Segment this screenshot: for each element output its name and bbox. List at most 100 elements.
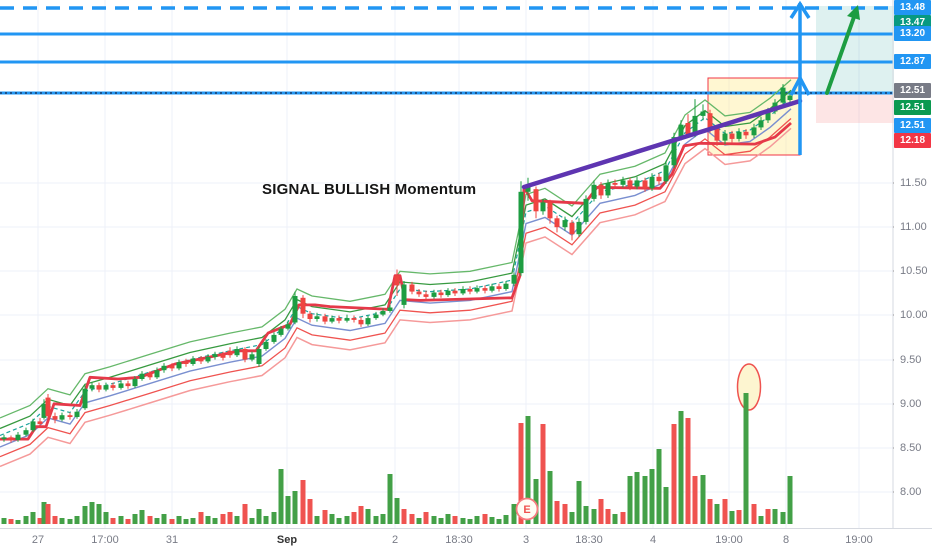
target-arrow-green[interactable] [825,15,856,95]
candle-body [620,180,626,185]
volume-bar [285,496,291,524]
price-axis[interactable]: 11.50 11.00 10.50 10.00 9.50 9.00 8.50 8.00 13.4… [894,0,932,528]
time-axis[interactable]: 27 17:00 31 Sep 2 18:30 3 18:30 4 19:00 8 19:00 [0,528,932,550]
y-tick-label: 8.00 [900,486,922,498]
candle-body [401,284,407,305]
volume-spike-ellipse[interactable] [736,363,762,411]
candle-body [41,403,47,418]
x-tick-label: 27 [31,534,45,546]
candle-body [242,349,248,360]
price-tag: 12.51 [894,83,931,98]
candle-body [234,349,240,356]
volume-bar [591,509,597,524]
volume-bar [772,509,778,524]
volume-bar [183,519,189,524]
volume-bar [736,510,742,524]
candle-body [344,318,350,321]
candle-body [198,358,204,362]
candle-body [52,416,58,420]
candle-body [59,415,65,420]
volume-bar [445,514,451,524]
candle-body [220,354,226,358]
volume-bar [605,509,611,524]
volume-bar [474,516,480,524]
volume-bar [787,476,793,524]
candle-body [154,370,160,378]
candle-body [452,290,458,294]
volume-bar [489,517,495,524]
volume-bar [518,423,524,524]
volume-bar [765,509,771,524]
volume-bar [620,512,626,524]
candle-body [496,286,502,289]
candle-body [489,286,495,291]
volume-bar [176,516,182,524]
price-tag: 13.20 [894,26,931,41]
x-tick-label: 18:30 [575,534,603,546]
x-tick-label: 18:30 [445,534,473,546]
candle-body [387,307,393,311]
volume-spike-bar [743,393,749,524]
volume-bar [416,518,422,524]
candle-body [132,379,138,387]
candle-body [540,202,546,212]
candle-body [482,288,488,291]
candle-body [139,373,145,379]
volume-bar [431,516,437,524]
candle-body [729,133,735,139]
price-tag: 12.51 [894,100,931,115]
price-tag: 12.18 [894,133,931,148]
volume-bar [263,516,269,524]
volume-bar [154,518,160,524]
volume-bar [103,512,109,524]
price-tag: 13.48 [894,0,931,15]
candle-body [161,365,167,371]
volume-bar [700,475,706,524]
candle-body [649,176,655,189]
candle-body [598,184,604,196]
volume-bar [249,518,255,524]
volume-bar [336,518,342,524]
candle-body [736,131,742,139]
volume-bar [780,512,786,524]
candle-body [612,183,618,185]
candle-body [205,357,211,362]
volume-bar [15,520,21,524]
candle-body [445,290,451,296]
volume-bar [329,514,335,524]
candle-body [96,385,102,390]
volume-bar [540,424,546,524]
candle-body [634,180,640,187]
candle-body [89,385,95,389]
volume-bar [692,476,698,524]
candle-body [416,291,422,295]
candle-body [554,218,560,228]
volume-bar [227,512,233,524]
x-tick-label: 4 [649,534,657,546]
earnings-marker-circle[interactable] [515,497,539,521]
volume-bar [242,504,248,524]
candle-body [285,324,291,329]
candle-body [176,362,182,369]
volume-bar [729,511,735,524]
candle-body [110,385,116,388]
volume-bar [41,502,47,524]
volume-bar [358,506,364,524]
volume-bar [511,504,517,524]
candle-body [583,198,589,222]
candle-body [780,87,786,103]
volume-bar [569,512,575,524]
trendline-purple[interactable] [521,98,803,190]
volume-bar [598,499,604,524]
candle-body [380,311,386,315]
volume-bar [627,476,633,524]
volume-bar [373,516,379,524]
candle-body [125,383,131,387]
target-arrow-green-head [847,5,860,20]
upper-envelope-green [0,79,792,419]
candle-body [336,318,342,321]
volume-bar [322,510,328,524]
volume-bar [663,487,669,524]
